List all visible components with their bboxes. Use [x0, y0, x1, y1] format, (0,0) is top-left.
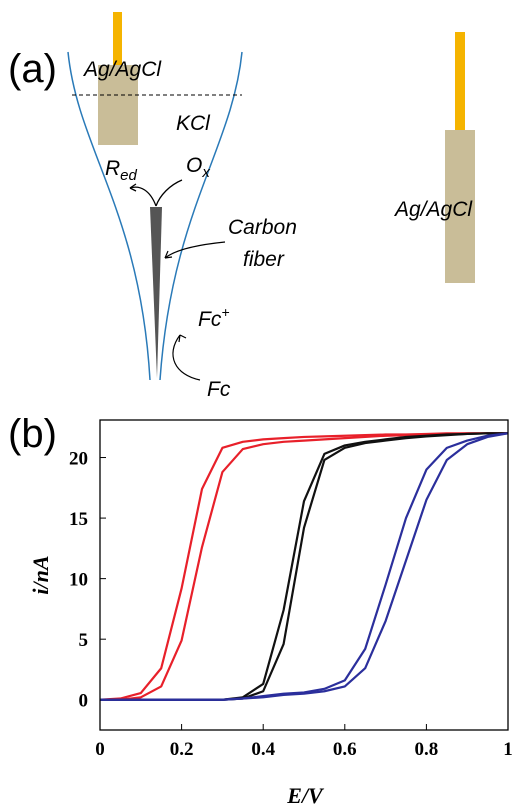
pipette-wall [159, 51, 243, 381]
y-tick-label: 0 [79, 691, 89, 712]
arrow [172, 334, 201, 381]
label-sub: x [201, 164, 210, 181]
plot-frame [99, 419, 509, 731]
series-line [99, 432, 508, 701]
series-line [100, 432, 508, 701]
electrode [445, 130, 475, 283]
label-sup: + [221, 304, 229, 320]
y-axis-label: i/nA [28, 555, 53, 594]
label: KCl [176, 112, 211, 135]
wire [455, 32, 465, 132]
series-line [100, 432, 509, 701]
series-line [100, 432, 508, 701]
arrow-head [129, 183, 137, 192]
x-axis-label: E/V [286, 783, 325, 808]
y-tick-label: 20 [69, 449, 88, 470]
label: Red [105, 157, 138, 184]
electrode [98, 65, 138, 145]
x-tick-label: 0.4 [251, 739, 275, 760]
x-tick-label: 0.6 [333, 739, 357, 760]
label: Ox [186, 154, 210, 181]
x-tick-label: 1 [503, 739, 513, 760]
x-tick-label: 0 [95, 739, 105, 760]
series-line [100, 432, 509, 701]
arrow-head [178, 334, 187, 343]
arrow [155, 179, 183, 207]
y-tick-label: 5 [79, 630, 89, 651]
label: Fc [207, 378, 231, 401]
arrow [129, 186, 157, 207]
x-tick-label: 0.8 [415, 739, 439, 760]
carbon-fiber [150, 207, 162, 378]
label: R [105, 157, 120, 180]
label: Carbon [228, 216, 297, 239]
panel-a-drawing [67, 12, 475, 381]
series-line [100, 432, 508, 701]
y-tick-label: 10 [69, 570, 88, 591]
label: Ag/AgCl [393, 198, 473, 221]
label-sub: ed [120, 167, 137, 184]
x-tick-label: 0.2 [170, 739, 194, 760]
label: fiber [243, 248, 285, 271]
label: Ag/AgCl [82, 58, 162, 81]
pipette-wall [67, 51, 151, 381]
arrow-head [164, 250, 173, 259]
label: O [186, 154, 202, 177]
label: Fc [198, 308, 222, 331]
panel-label: (b) [8, 412, 57, 456]
wire [113, 12, 122, 67]
panel-label: (a) [8, 47, 57, 91]
label: Fc+ [198, 304, 230, 331]
pointer [164, 241, 226, 259]
y-tick-label: 15 [69, 509, 88, 530]
